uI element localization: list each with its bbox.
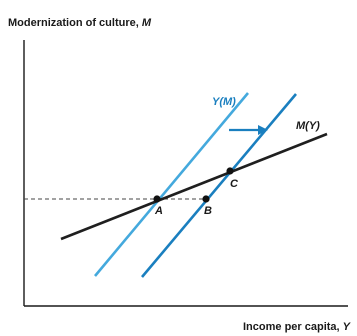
- point-a-label: A: [154, 205, 163, 217]
- point-c-marker: [226, 167, 234, 175]
- my-curve: [60, 132, 328, 241]
- my-curve-label: M(Y): [296, 120, 320, 132]
- y-axis-title: Modernization of culture, M: [8, 17, 152, 29]
- ym-curve-shifted: [141, 93, 297, 278]
- point-b-marker: [202, 195, 210, 203]
- point-c-label: C: [230, 178, 239, 190]
- point-b-label: B: [204, 205, 212, 217]
- ym-curve-label: Y(M): [212, 96, 236, 108]
- point-a-marker: [153, 195, 161, 203]
- ym-curve-original: [94, 92, 249, 277]
- shift-arrow-head: [258, 125, 268, 135]
- x-axis-title: Income per capita, Y: [243, 321, 352, 333]
